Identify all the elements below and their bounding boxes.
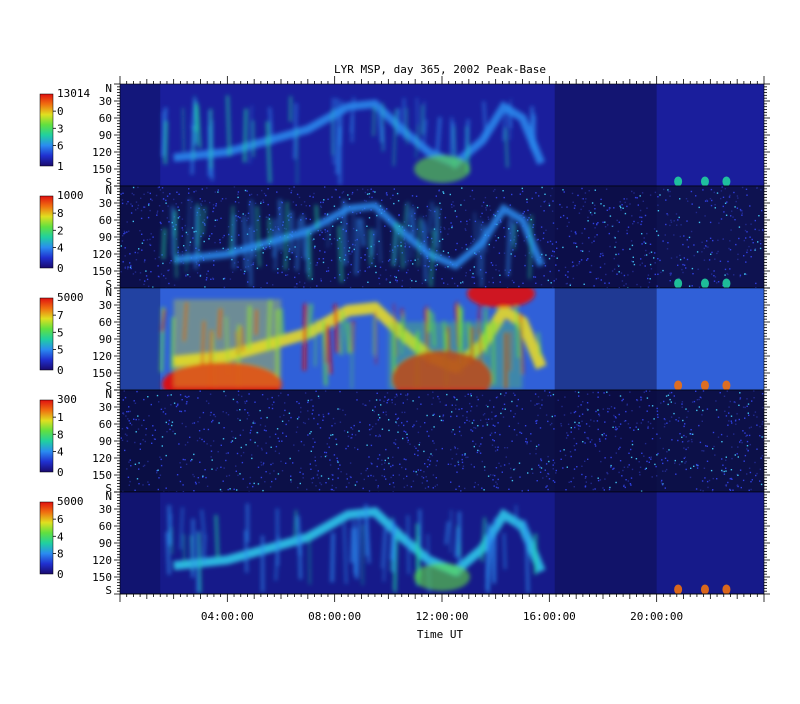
colorbar-min-label: 0 [57,568,64,581]
colorbar-tick-label: 7 [57,309,64,322]
y-tick-label: N [105,184,112,197]
panel-background [120,186,764,288]
y-tick-label: S [105,584,112,597]
y-tick-label: 150 [92,571,112,584]
y-tick-label: 120 [92,350,112,363]
colorbar-tick-label: 6 [57,513,64,526]
colorbar-min-label: 0 [57,262,64,275]
x-tick-label: 12:00:00 [416,610,469,623]
colorbar-min-label: 0 [57,364,64,377]
colorbar [40,298,53,370]
colorbar-tick-label: 3 [57,122,64,135]
y-tick-label: 60 [99,316,112,329]
x-tick-label: 08:00:00 [308,610,361,623]
y-tick-label: 30 [99,95,112,108]
y-tick-label: 150 [92,469,112,482]
colorbar-tick-label: 4 [57,445,64,458]
chart-title: LYR MSP, day 365, 2002 Peak-Base [334,63,546,76]
colorbar-tick-label: 8 [57,547,64,560]
colorbar-tick-label: 8 [57,207,64,220]
y-tick-label: N [105,286,112,299]
y-tick-label: 150 [92,265,112,278]
colorbar-tick-label: 4 [57,530,64,543]
y-tick-label: 90 [99,435,112,448]
y-tick-label: 60 [99,214,112,227]
colorbar-tick-label: 6 [57,139,64,152]
colorbar-tick-label: 2 [57,224,64,237]
y-tick-label: 30 [99,197,112,210]
y-tick-label: 90 [99,333,112,346]
y-tick-label: 90 [99,537,112,550]
colorbar-max-label: 300 [57,393,77,406]
y-tick-label: N [105,490,112,503]
colorbar [40,94,53,166]
colorbar-max-label: 13014 [57,87,90,100]
colorbar-max-label: 5000 [57,495,84,508]
colorbar-tick-label: 5 [57,326,64,339]
colorbar [40,502,53,574]
colorbar-max-label: 5000 [57,291,84,304]
y-tick-label: 120 [92,554,112,567]
colorbar-max-label: 1000 [57,189,84,202]
colorbar-tick-label: 8 [57,428,64,441]
colorbar-tick-label: 0 [57,105,64,118]
y-tick-label: 120 [92,248,112,261]
x-tick-label: 04:00:00 [201,610,254,623]
y-tick-label: 150 [92,367,112,380]
panels: N306090120150S130140361N306090120150S100… [40,82,770,597]
y-tick-label: 60 [99,418,112,431]
x-axis-label: Time UT [417,628,464,641]
y-tick-label: 120 [92,146,112,159]
y-tick-label: 60 [99,112,112,125]
y-tick-label: 150 [92,163,112,176]
colorbar-tick-label: 1 [57,411,64,424]
y-tick-label: 30 [99,401,112,414]
colorbar-tick-label: 4 [57,241,64,254]
panel-background [120,390,764,492]
y-tick-label: 90 [99,231,112,244]
colorbar [40,196,53,268]
colorbar [40,400,53,472]
colorbar-min-label: 1 [57,160,64,173]
x-tick-label: 20:00:00 [630,610,683,623]
y-tick-label: N [105,82,112,95]
y-tick-label: 60 [99,520,112,533]
y-tick-label: 30 [99,299,112,312]
y-tick-label: 30 [99,503,112,516]
colorbar-min-label: 0 [57,466,64,479]
colorbar-tick-label: 5 [57,343,64,356]
y-tick-label: N [105,388,112,401]
x-tick-label: 16:00:00 [523,610,576,623]
y-tick-label: 90 [99,129,112,142]
y-tick-label: 120 [92,452,112,465]
